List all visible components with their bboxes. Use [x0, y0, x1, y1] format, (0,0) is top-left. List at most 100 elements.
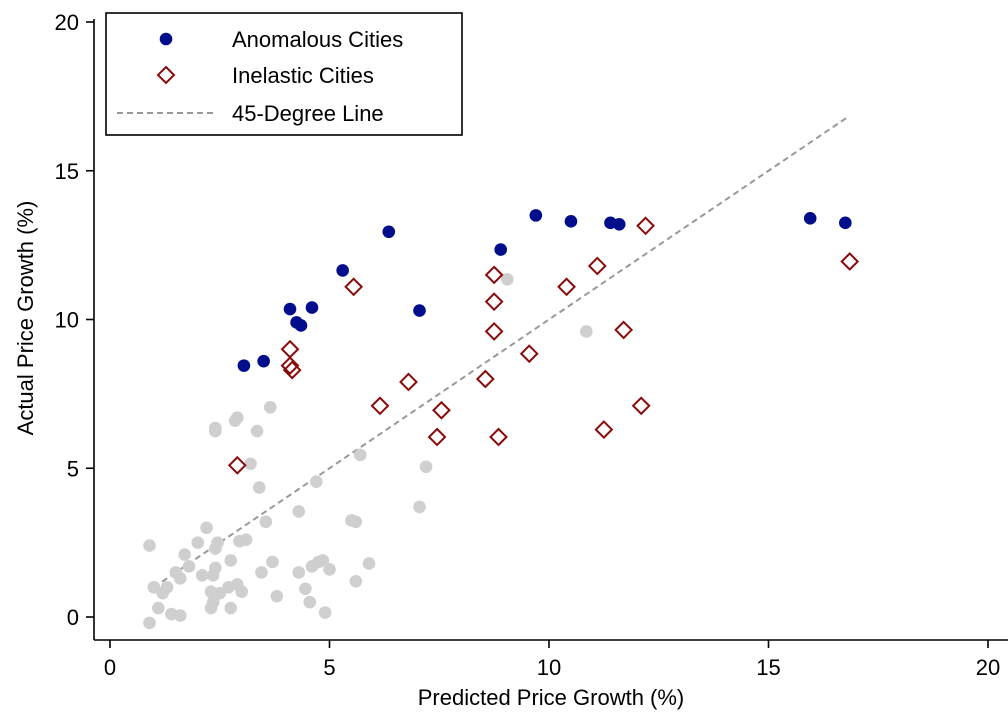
other-city-point: [255, 566, 268, 579]
y-tick-label: 5: [67, 456, 79, 481]
other-city-point: [252, 481, 266, 494]
other-city-point: [318, 606, 332, 619]
x-tick-label: 10: [537, 655, 561, 680]
inelastic-city-point: [475, 369, 495, 389]
other-city-point: [299, 582, 312, 596]
x-tick-label: 5: [323, 655, 335, 680]
other-city-point: [244, 457, 257, 471]
other-city-point: [209, 561, 222, 575]
other-city-point: [580, 325, 593, 338]
legend-inelastic-marker: [156, 65, 176, 85]
inelastic-city-point: [484, 292, 504, 312]
other-city-point: [349, 515, 363, 529]
x-tick-label: 15: [756, 655, 780, 680]
anomalous-city-point: [336, 264, 349, 277]
inelastic-city-point: [432, 400, 451, 420]
inelastic-city-point: [484, 265, 504, 285]
other-city-point: [353, 448, 367, 462]
inelastic-city-point: [631, 396, 651, 416]
other-city-point: [362, 557, 376, 570]
inelastic-city-point: [840, 252, 860, 271]
other-city-point: [211, 536, 224, 549]
inelastic-city-point: [587, 256, 607, 276]
inelastic-city-point: [489, 427, 508, 447]
other-city-point: [143, 539, 156, 552]
other-city-point: [250, 424, 264, 438]
other-city-point: [224, 554, 238, 567]
other-city-point: [316, 554, 330, 567]
other-city-point: [263, 400, 277, 414]
y-tick-label: 10: [55, 308, 79, 333]
other-city-point: [235, 585, 248, 599]
other-city-point: [200, 521, 213, 535]
x-axis-title: Predicted Price Growth (%): [418, 685, 685, 710]
legend-anomalous-marker: [159, 32, 173, 46]
inelastic-city-point: [227, 455, 247, 475]
inelastic-city-point: [594, 420, 614, 439]
legend-45-degree-label: 45-Degree Line: [232, 101, 384, 126]
legend-anomalous-label: Anomalous Cities: [232, 27, 403, 52]
anomalous-city-point: [839, 216, 852, 230]
anomalous-city-point: [305, 301, 319, 314]
other-city-point: [349, 575, 363, 588]
anomalous-city-point: [564, 215, 578, 228]
inelastic-city-point: [282, 360, 302, 380]
other-city-point: [266, 555, 279, 569]
other-city-point: [206, 595, 220, 609]
other-city-point: [160, 580, 174, 594]
other-city-point: [224, 601, 238, 615]
anomalous-city-point: [283, 302, 297, 316]
anomalous-city-point: [413, 304, 426, 317]
other-city-point: [173, 609, 187, 622]
anomalous-city-point: [612, 218, 626, 231]
other-city-point: [323, 563, 336, 576]
other-city-point: [239, 533, 253, 546]
inelastic-city-point: [636, 216, 655, 236]
anomalous-city-point: [494, 243, 508, 256]
other-city-point: [173, 572, 187, 585]
x-tick-label: 0: [104, 655, 116, 680]
anomalous-city-point: [237, 359, 251, 372]
inelastic-city-point: [427, 427, 447, 447]
other-city-point: [143, 616, 156, 630]
ticks-layer: 0 5 10 15 20 0 5 10 15 20: [55, 10, 1001, 680]
other-city-point: [182, 560, 196, 573]
inelastic-city-point: [519, 344, 539, 364]
inelastic-city-point: [280, 356, 300, 376]
points-layer: [143, 209, 860, 630]
anomalous-city-point: [529, 209, 543, 222]
other-city-point: [259, 515, 273, 529]
anomalous-city-point: [294, 319, 308, 332]
other-city-point: [195, 569, 209, 582]
legend-inelastic-label: Inelastic Cities: [232, 63, 374, 88]
inelastic-city-point: [370, 396, 390, 416]
y-tick-label: 15: [55, 159, 79, 184]
x-tick-label: 20: [976, 655, 1000, 680]
other-city-point: [151, 601, 165, 615]
other-city-point: [310, 475, 323, 488]
anomalous-city-point: [803, 212, 817, 225]
anomalous-city-point: [382, 225, 396, 239]
anomalous-city-point: [257, 354, 270, 368]
other-city-point: [292, 505, 306, 518]
inelastic-city-point: [344, 277, 364, 297]
y-tick-label: 0: [67, 605, 79, 630]
inelastic-city-point: [557, 277, 576, 297]
other-city-point: [209, 424, 222, 438]
y-tick-label: 20: [55, 10, 79, 35]
inelastic-city-point: [614, 320, 634, 340]
other-city-point: [270, 589, 284, 603]
other-city-point: [191, 536, 205, 549]
other-city-point: [419, 460, 433, 474]
other-city-point: [292, 566, 306, 579]
legend: Anomalous Cities Inelastic Cities 45-Deg…: [105, 12, 463, 136]
other-city-point: [500, 273, 514, 286]
inelastic-city-point: [399, 372, 418, 392]
other-city-point: [413, 500, 426, 514]
inelastic-city-point: [484, 321, 504, 341]
other-city-point: [303, 595, 317, 609]
y-axis-title: Actual Price Growth (%): [13, 201, 38, 436]
other-city-point: [231, 411, 244, 424]
other-city-point: [178, 548, 191, 561]
